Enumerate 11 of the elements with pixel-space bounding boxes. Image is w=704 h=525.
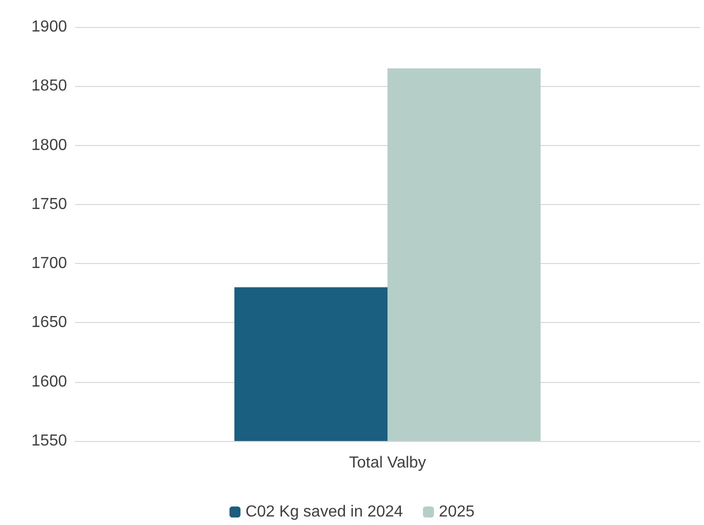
- legend-label: 2025: [438, 504, 475, 520]
- y-tick-label: 1600: [31, 373, 68, 390]
- y-tick-label: 1850: [31, 78, 68, 95]
- y-tick-label: 1900: [31, 18, 68, 36]
- legend-label: C02 Kg saved in 2024: [245, 504, 404, 520]
- y-tick-label: 1700: [31, 255, 68, 272]
- y-tick-label: 1650: [31, 314, 68, 332]
- y-tick-label: 1550: [31, 432, 68, 450]
- y-tick-label: 1750: [31, 196, 68, 213]
- x-tick-label: Total Valby: [348, 454, 426, 472]
- y-tick-label: 1800: [31, 136, 68, 154]
